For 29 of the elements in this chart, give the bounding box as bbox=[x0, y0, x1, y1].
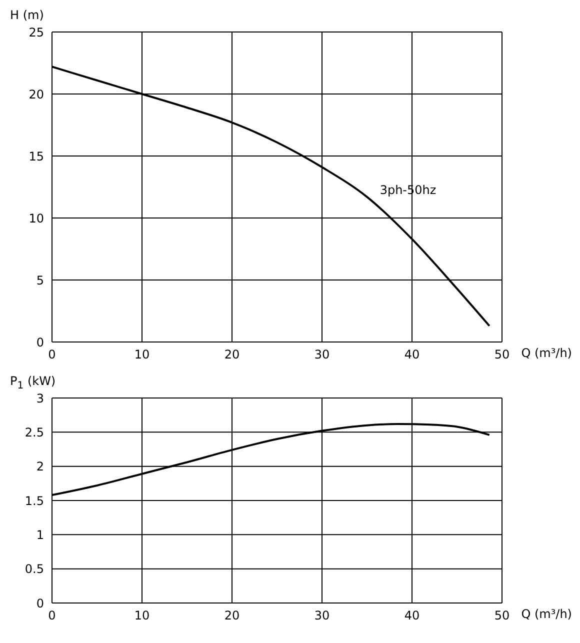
x-axis-title: Q (m³/h) bbox=[521, 346, 572, 360]
y-tick-label: 1 bbox=[36, 528, 44, 542]
y-tick-label: 0.5 bbox=[24, 562, 44, 576]
y-tick-label: 1.5 bbox=[24, 494, 44, 508]
x-tick-label: 50 bbox=[494, 608, 510, 623]
x-tick-label: 20 bbox=[224, 608, 240, 623]
y-tick-label: 10 bbox=[28, 211, 44, 226]
x-tick-label: 0 bbox=[48, 348, 56, 362]
x-tick-label: 0 bbox=[48, 608, 56, 623]
x-tick-label: 40 bbox=[404, 608, 420, 623]
y-tick-label: 2 bbox=[36, 460, 44, 474]
y-tick-label: 20 bbox=[28, 87, 44, 102]
y-tick-label: 15 bbox=[28, 149, 44, 164]
y-tick-label: 25 bbox=[28, 25, 44, 40]
x-tick-label: 40 bbox=[404, 348, 420, 362]
x-tick-label: 20 bbox=[224, 348, 240, 362]
y-axis-title: P$_{1}$ (kW) bbox=[9, 374, 57, 392]
y-axis-title: H (m) bbox=[9, 8, 45, 24]
x-axis-title: Q (m³/h) bbox=[521, 607, 572, 621]
y-tick-label: 0 bbox=[36, 335, 44, 350]
x-tick-label: 10 bbox=[134, 608, 150, 623]
y-tick-label: 5 bbox=[36, 273, 44, 288]
x-tick-label: 30 bbox=[314, 608, 330, 623]
x-tick-label: 10 bbox=[134, 348, 150, 362]
y-tick-label: 3 bbox=[36, 391, 44, 406]
y-tick-label: 2.5 bbox=[24, 425, 44, 440]
y-tick-label: 0 bbox=[36, 596, 44, 610]
x-tick-label: 50 bbox=[494, 348, 510, 362]
x-tick-label: 30 bbox=[314, 348, 330, 362]
